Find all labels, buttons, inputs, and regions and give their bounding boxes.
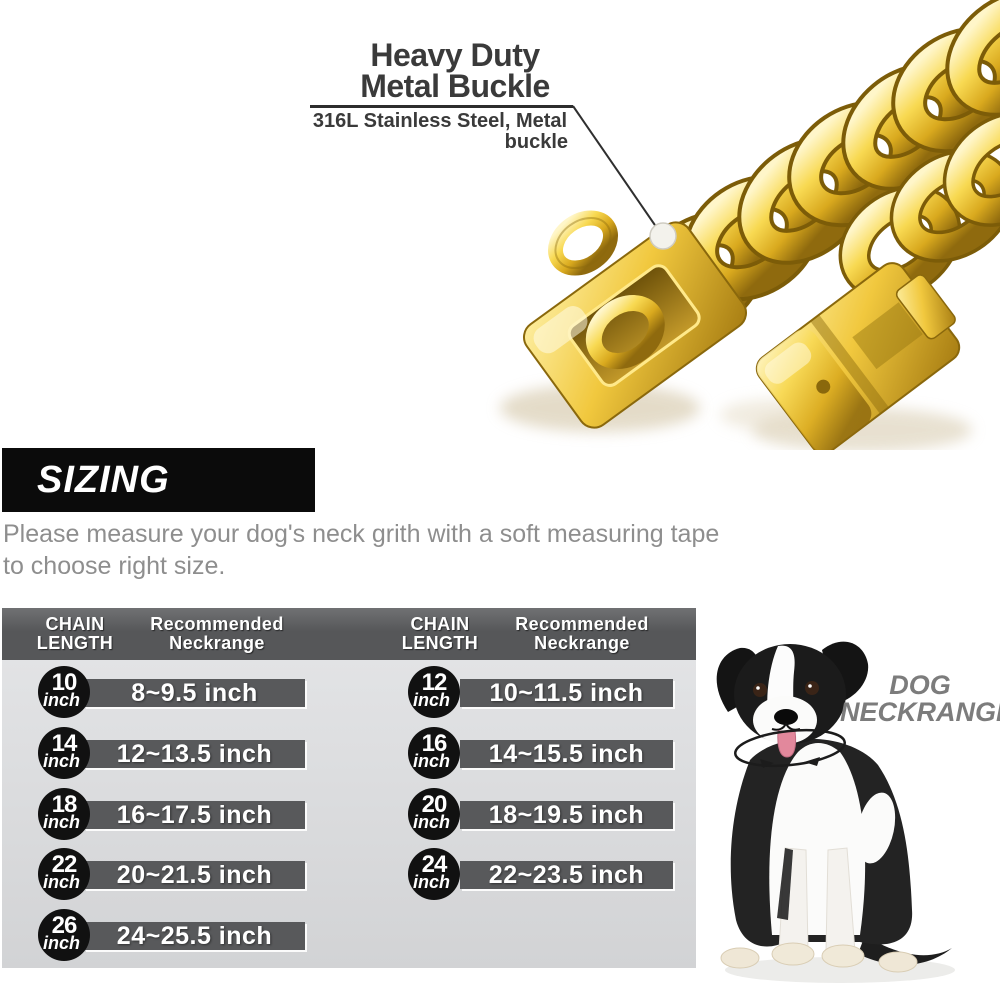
dog-label-line2: NECKRANGE	[840, 697, 1000, 727]
chain-length-badge: 14 inch	[38, 727, 90, 779]
buckle-tab-loop	[547, 210, 619, 276]
dog-eye	[805, 681, 819, 695]
header-line: LENGTH	[401, 633, 479, 653]
header-line: Recommended	[150, 614, 284, 634]
measuring-note: Please measure your dog's neck grith wit…	[3, 518, 719, 582]
neckrange-bar: 10~11.5 inch	[460, 679, 673, 707]
badge-size: 16	[421, 730, 448, 757]
annotation-title-line2: Metal Buckle	[360, 68, 550, 104]
dog-eye	[753, 683, 767, 697]
badge-unit: inch	[42, 933, 80, 953]
header-neckrange-left: Recommended Neckrange	[132, 615, 302, 653]
header-chain-length-right: CHAIN LENGTH	[375, 615, 505, 653]
neckrange-bar: 18~19.5 inch	[460, 801, 673, 829]
badge-unit: inch	[42, 751, 80, 771]
badge-size: 12	[421, 669, 448, 696]
badge-unit: inch	[42, 872, 80, 892]
dog-neckrange-label: DOG NECKRANGE	[840, 672, 1000, 726]
chain-length-badge: 12 inch	[408, 666, 460, 718]
chain-length-badge: 20 inch	[408, 788, 460, 840]
annotation-leader-line	[572, 105, 660, 232]
chain-length-badge: 10 inch	[38, 666, 90, 718]
header-neckrange-right: Recommended Neckrange	[497, 615, 667, 653]
badge-unit: inch	[412, 751, 450, 771]
header-line: LENGTH	[36, 633, 114, 653]
badge-unit: inch	[412, 812, 450, 832]
chain-length-badge: 22 inch	[38, 848, 90, 900]
chain-length-badge: 24 inch	[408, 848, 460, 900]
header-line: Neckrange	[534, 633, 630, 653]
sizing-table-header: CHAIN LENGTH Recommended Neckrange CHAIN…	[2, 608, 696, 660]
sizing-chart-banner-label: SIZING CHART	[37, 459, 175, 565]
neckrange-bar: 24~25.5 inch	[84, 922, 305, 950]
badge-unit: inch	[412, 872, 450, 892]
badge-size: 10	[51, 669, 78, 696]
badge-unit: inch	[42, 812, 80, 832]
measuring-note-line2: to choose right size.	[3, 552, 226, 580]
buckle-pin	[649, 222, 677, 250]
header-line: CHAIN	[410, 614, 470, 634]
chain-length-badge: 18 inch	[38, 788, 90, 840]
clasp-chain-links	[838, 111, 1000, 301]
header-line: Recommended	[515, 614, 649, 634]
header-line: CHAIN	[45, 614, 105, 634]
dog-nose	[774, 709, 798, 725]
annotation-title: Heavy Duty Metal Buckle	[330, 37, 580, 104]
buckle-box	[523, 221, 747, 429]
dog-photo	[716, 641, 955, 983]
badge-size: 20	[421, 791, 448, 818]
neckrange-bar: 8~9.5 inch	[84, 679, 305, 707]
annotation-subtitle-line2: buckle	[504, 131, 568, 153]
header-line: Neckrange	[169, 633, 265, 653]
chain-length-badge: 16 inch	[408, 727, 460, 779]
dog-label-line1: DOG	[889, 670, 951, 700]
neck-measure-loop	[734, 728, 846, 768]
neckrange-bar: 14~15.5 inch	[460, 740, 673, 768]
gold-chain-photo	[500, 0, 1000, 450]
sizing-chart-banner: SIZING CHART	[2, 448, 315, 565]
clasp-box	[755, 262, 961, 450]
annotation-subtitle-line1: 316L Stainless Steel, Metal	[312, 110, 568, 132]
neckrange-bar: 20~21.5 inch	[84, 861, 305, 889]
badge-size: 26	[51, 912, 78, 939]
dog-body	[720, 738, 918, 973]
badge-size: 18	[51, 791, 78, 818]
badge-unit: inch	[412, 690, 450, 710]
badge-size: 22	[51, 851, 78, 878]
neckrange-text: 18~19.5 inch	[488, 801, 645, 829]
annotation-title-line1: Heavy Duty	[370, 37, 540, 73]
measuring-note-line1: Please measure your dog's neck grith wit…	[3, 520, 720, 548]
neckrange-text: 20~21.5 inch	[116, 861, 273, 889]
neckrange-text: 10~11.5 inch	[489, 679, 644, 707]
neckrange-bar: 22~23.5 inch	[460, 861, 673, 889]
neckrange-bar: 12~13.5 inch	[84, 740, 305, 768]
neckrange-text: 22~23.5 inch	[488, 861, 645, 889]
neckrange-text: 8~9.5 inch	[131, 679, 258, 707]
badge-size: 14	[51, 730, 78, 757]
neckrange-bar: 16~17.5 inch	[84, 801, 305, 829]
neckrange-text: 16~17.5 inch	[116, 801, 273, 829]
neckrange-text: 12~13.5 inch	[116, 740, 273, 768]
badge-size: 24	[421, 851, 448, 878]
neckrange-text: 14~15.5 inch	[488, 740, 645, 768]
dog-head	[716, 641, 869, 758]
neckrange-text: 24~25.5 inch	[116, 922, 273, 950]
annotation-underline	[310, 105, 573, 108]
badge-unit: inch	[42, 690, 80, 710]
sizing-table: CHAIN LENGTH Recommended Neckrange CHAIN…	[2, 608, 696, 968]
dog-tongue	[777, 730, 797, 758]
header-chain-length-left: CHAIN LENGTH	[10, 615, 140, 653]
annotation-subtitle: 316L Stainless Steel, Metal buckle	[308, 111, 572, 153]
chain-length-badge: 26 inch	[38, 909, 90, 961]
